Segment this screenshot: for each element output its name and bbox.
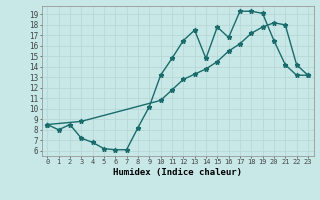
X-axis label: Humidex (Indice chaleur): Humidex (Indice chaleur) (113, 168, 242, 177)
